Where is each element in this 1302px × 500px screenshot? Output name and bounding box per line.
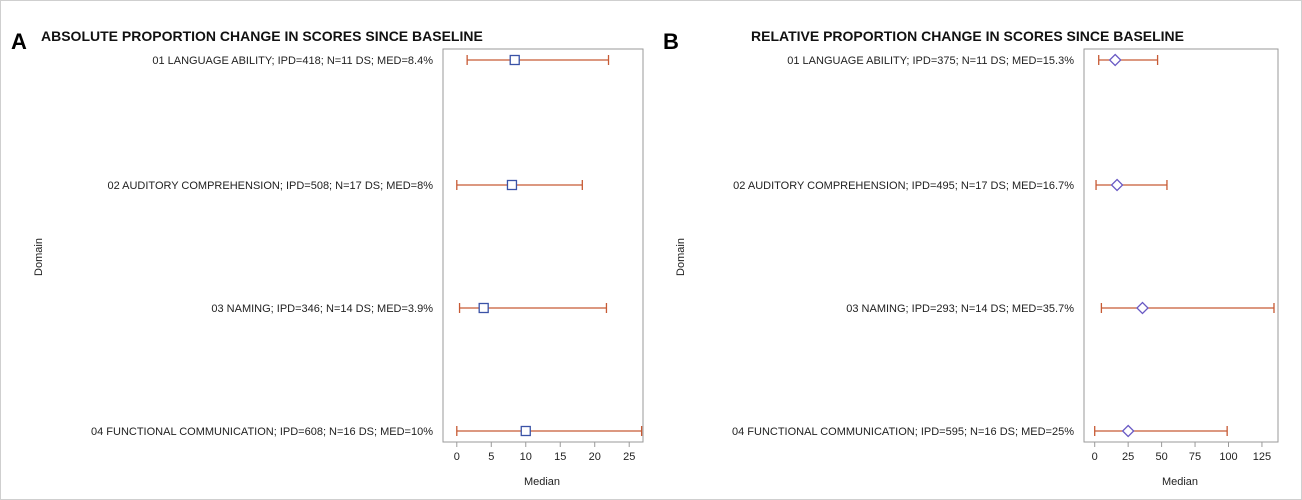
panel-a-category-labels: 01 LANGUAGE ABILITY; IPD=418; N=11 DS; M… — [91, 55, 433, 438]
x-tick-label: 50 — [1155, 451, 1167, 463]
panel-a-x-ticks: 0 5 10 15 20 25 — [454, 442, 635, 463]
panel-a: A ABSOLUTE PROPORTION CHANGE IN SCORES S… — [11, 28, 644, 488]
median-marker — [506, 179, 518, 191]
panel-b-x-ticks: 0 25 50 75 100 125 — [1092, 442, 1271, 463]
panel-a-category-label: 01 LANGUAGE ABILITY; IPD=418; N=11 DS; M… — [152, 55, 433, 67]
panel-a-plot-area — [442, 48, 644, 443]
panel-b-y-axis-label: Domain — [675, 238, 687, 276]
x-tick-label: 75 — [1189, 451, 1201, 463]
panel-a-category-label: 04 FUNCTIONAL COMMUNICATION; IPD=608; N=… — [91, 426, 433, 438]
x-tick-label: 100 — [1219, 451, 1237, 463]
panel-a-y-axis-label: Domain — [33, 238, 45, 276]
median-marker — [509, 54, 520, 66]
median-marker — [520, 425, 531, 437]
panel-b-category-label: 01 LANGUAGE ABILITY; IPD=375; N=11 DS; M… — [787, 55, 1074, 67]
panel-b-category-label: 04 FUNCTIONAL COMMUNICATION; IPD=595; N=… — [732, 426, 1074, 438]
panel-b-marks — [1094, 53, 1275, 438]
x-tick-label: 125 — [1253, 451, 1271, 463]
panel-a-category-label: 03 NAMING; IPD=346; N=14 DS; MED=3.9% — [211, 303, 433, 315]
median-marker — [1121, 424, 1135, 438]
panel-b-x-axis-label: Median — [1162, 476, 1198, 488]
x-tick-label: 10 — [520, 451, 532, 463]
panel-b-letter: B — [663, 29, 679, 54]
x-tick-label: 25 — [623, 451, 635, 463]
panel-a-marks — [456, 54, 643, 437]
median-marker — [1108, 53, 1122, 67]
x-tick-label: 0 — [454, 451, 460, 463]
panel-a-x-axis-label: Median — [524, 476, 560, 488]
panel-a-category-label: 02 AUDITORY COMPREHENSION; IPD=508; N=17… — [107, 180, 433, 192]
median-marker — [478, 302, 489, 314]
panel-b: B RELATIVE PROPORTION CHANGE IN SCORES S… — [663, 28, 1279, 488]
x-tick-label: 15 — [554, 451, 566, 463]
panel-b-category-labels: 01 LANGUAGE ABILITY; IPD=375; N=11 DS; M… — [732, 55, 1074, 438]
panel-b-title: RELATIVE PROPORTION CHANGE IN SCORES SIN… — [751, 28, 1184, 44]
panel-a-letter: A — [11, 29, 27, 54]
x-tick-label: 5 — [488, 451, 494, 463]
panel-b-category-label: 02 AUDITORY COMPREHENSION; IPD=495; N=17… — [733, 180, 1074, 192]
median-marker — [1136, 301, 1149, 315]
x-tick-label: 25 — [1122, 451, 1134, 463]
x-tick-label: 0 — [1092, 451, 1098, 463]
panel-a-title: ABSOLUTE PROPORTION CHANGE IN SCORES SIN… — [41, 28, 483, 44]
panel-b-category-label: 03 NAMING; IPD=293; N=14 DS; MED=35.7% — [846, 303, 1074, 315]
panel-b-plot-area — [1083, 48, 1279, 443]
median-marker — [1110, 178, 1124, 192]
x-tick-label: 20 — [589, 451, 601, 463]
